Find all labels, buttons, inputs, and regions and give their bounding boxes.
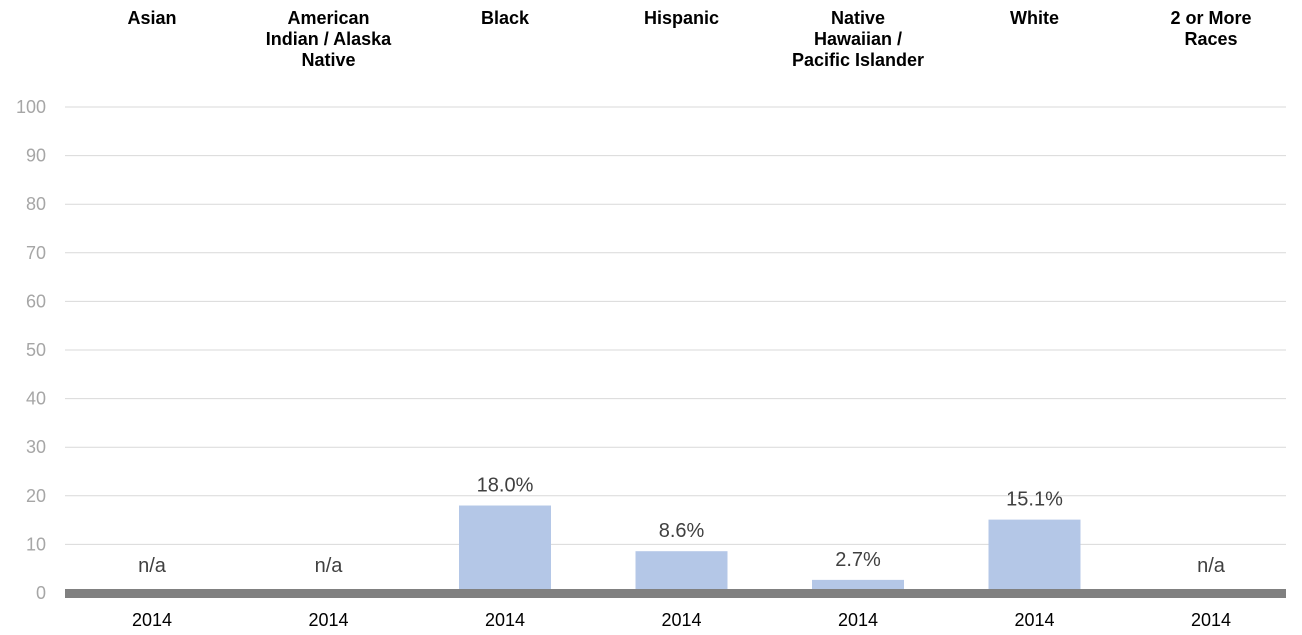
y-tick-label: 20 — [26, 486, 46, 506]
category-label-line: Black — [481, 8, 530, 28]
category-label-line: Pacific Islander — [792, 50, 924, 70]
category-label-line: Hispanic — [644, 8, 719, 28]
data-labels: n/a n/a 18.0% 8.6% 2.7% 15.1% n/a — [138, 475, 1226, 577]
category-label: Asian — [127, 8, 176, 28]
y-tick-label: 0 — [36, 583, 46, 603]
data-label: n/a — [315, 555, 344, 577]
bar — [459, 505, 551, 593]
y-axis-tick-labels: 0 10 20 30 40 50 60 70 80 90 100 — [16, 97, 46, 603]
data-label: 2.7% — [835, 549, 881, 571]
data-label: 15.1% — [1006, 489, 1063, 511]
bar — [988, 519, 1081, 593]
data-label: 18.0% — [477, 475, 534, 497]
bars — [459, 505, 1081, 593]
x-axis-tick-labels: 2014 2014 2014 2014 2014 2014 2014 — [132, 610, 1231, 630]
bar — [635, 551, 728, 593]
category-label: American Indian / Alaska Native — [266, 8, 392, 70]
category-label-line: Asian — [127, 8, 176, 28]
x-tick-label: 2014 — [485, 610, 525, 630]
y-tick-label: 50 — [26, 340, 46, 360]
category-label-line: Indian / Alaska — [266, 29, 392, 49]
baseline-bar — [65, 589, 1286, 598]
category-label-line: Races — [1184, 29, 1237, 49]
y-tick-label: 100 — [16, 97, 46, 117]
x-tick-label: 2014 — [838, 610, 878, 630]
category-label-line: Native — [831, 8, 885, 28]
gridlines — [65, 106, 1286, 545]
x-tick-label: 2014 — [308, 610, 348, 630]
category-label: Hispanic — [644, 8, 719, 28]
y-tick-label: 10 — [26, 534, 46, 554]
x-axis-baseline — [65, 589, 1286, 598]
x-tick-label: 2014 — [661, 610, 701, 630]
x-tick-label: 2014 — [132, 610, 172, 630]
data-label: n/a — [138, 555, 167, 577]
y-tick-label: 40 — [26, 389, 46, 409]
category-label: Black — [481, 8, 530, 28]
data-label: n/a — [1197, 555, 1226, 577]
category-label-line: American — [287, 8, 369, 28]
category-label: Native Hawaiian / Pacific Islander — [792, 8, 924, 70]
y-tick-label: 80 — [26, 194, 46, 214]
category-label-line: 2 or More — [1170, 8, 1251, 28]
category-label-line: Native — [301, 50, 355, 70]
category-label: White — [1010, 8, 1059, 28]
x-tick-label: 2014 — [1014, 610, 1054, 630]
data-label: 8.6% — [659, 520, 705, 542]
category-label: 2 or More Races — [1170, 8, 1251, 49]
category-label-line: Hawaiian / — [814, 29, 902, 49]
y-tick-label: 70 — [26, 243, 46, 263]
y-tick-label: 90 — [26, 146, 46, 166]
category-label-line: White — [1010, 8, 1059, 28]
y-tick-label: 60 — [26, 291, 46, 311]
x-tick-label: 2014 — [1191, 610, 1231, 630]
y-tick-label: 30 — [26, 437, 46, 457]
